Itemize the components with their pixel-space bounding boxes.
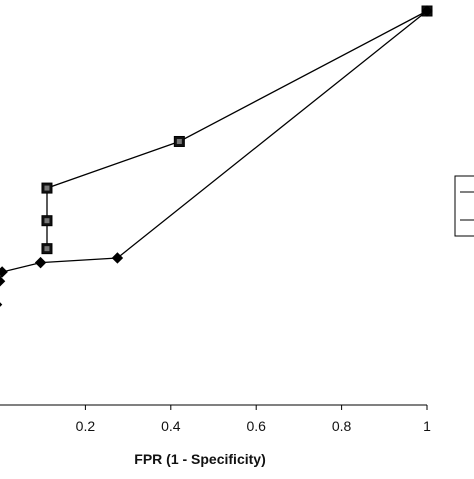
x-axis-title: FPR (1 - Specificity) [134, 451, 265, 467]
x-tick-label: 0.8 [332, 418, 352, 434]
data-point-diamond [0, 266, 8, 278]
data-point-square [41, 215, 53, 227]
data-point-diamond [0, 275, 6, 287]
legend-box [454, 175, 474, 237]
data-point-square [173, 135, 185, 147]
series-layer [0, 5, 433, 307]
data-point-diamond [111, 252, 124, 264]
series-line-square [46, 10, 428, 249]
square-marker-inner [44, 185, 50, 191]
square-marker-inner [44, 218, 50, 224]
x-axis: 0.2 0.4 0.6 0.8 1 [0, 404, 431, 434]
x-tick-label: 0.2 [76, 418, 96, 434]
legend [454, 175, 474, 237]
data-point-square [41, 243, 53, 255]
data-point-square [41, 182, 53, 194]
square-marker-inner [44, 246, 50, 252]
square-marker-inner [176, 138, 182, 144]
x-tick-label: 1 [423, 418, 431, 434]
data-point-diamond [34, 256, 47, 269]
series-line-diamond [0, 10, 428, 284]
x-tick-label: 0.4 [161, 418, 181, 434]
data-point-diamond [421, 5, 433, 17]
x-tick-label: 0.6 [246, 418, 266, 434]
data-point-diamond [0, 302, 3, 307]
